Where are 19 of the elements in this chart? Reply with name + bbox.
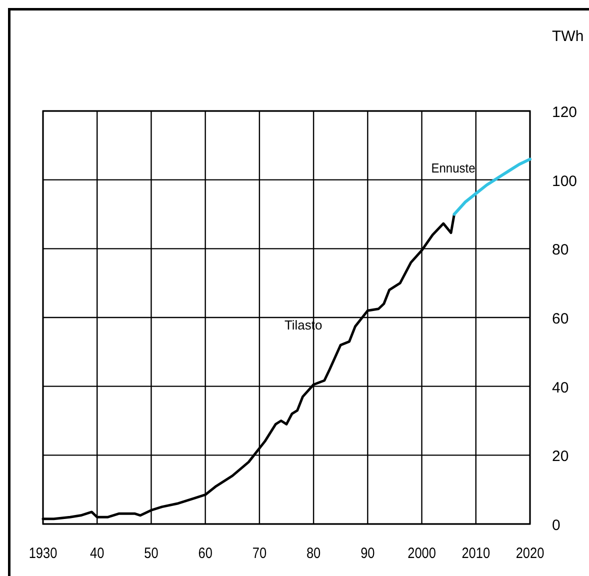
y-tick-label: 120: [552, 104, 578, 121]
y-tick-label: 20: [552, 448, 569, 466]
x-tick-label: 70: [252, 544, 267, 562]
x-tick-label: 2010: [462, 544, 490, 562]
y-tick-label: 60: [552, 310, 569, 328]
y-tick-label: 40: [552, 379, 569, 396]
series-label: Ennuste: [431, 160, 479, 176]
x-tick-label: 80: [306, 544, 321, 562]
y-tick-label: 80: [552, 242, 569, 259]
x-tick-label: 60: [198, 544, 213, 562]
y-tick-label: 100: [552, 172, 578, 190]
y-tick-label: 0: [552, 517, 560, 534]
x-tick-label: 40: [90, 544, 104, 562]
y-axis-title: TWh: [552, 28, 584, 45]
x-tick-label: 2020: [516, 544, 544, 562]
x-tick-label: 90: [360, 544, 375, 562]
x-tick-label: 50: [144, 544, 159, 562]
x-tick-label: 2000: [408, 544, 436, 562]
x-tick-label: 1930: [28, 544, 58, 562]
